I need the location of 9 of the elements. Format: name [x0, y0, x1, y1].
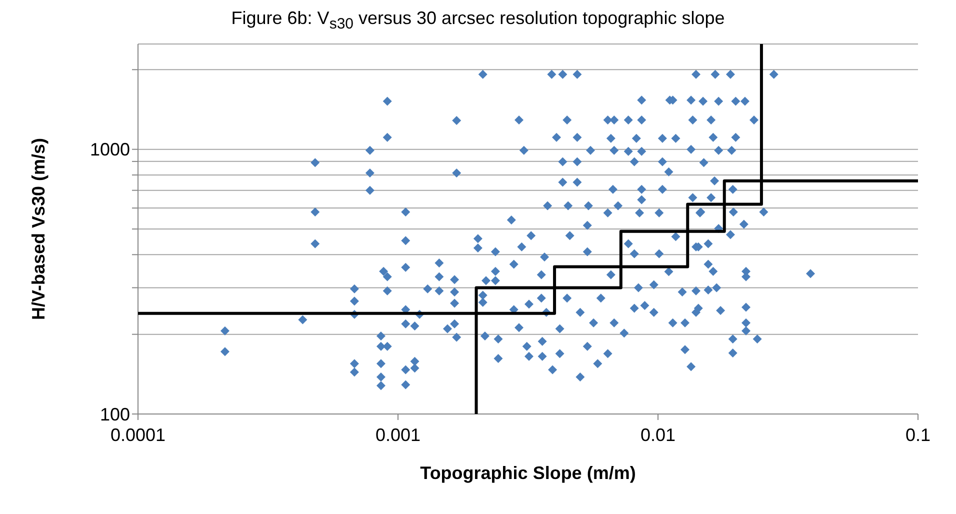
x-tick-label: 0.001 — [375, 424, 421, 445]
y-tick-label: 100 — [100, 404, 130, 424]
x-axis-title: Topographic Slope (m/m) — [420, 463, 636, 483]
chart-title: Figure 6b: V$_{s30}$ versus 30 arcsec resolution topographic slope — [230, 8, 726, 34]
y-tick-label: 1000 — [90, 140, 130, 160]
x-tick-label: 0.1 — [905, 424, 931, 445]
y-axis-title: H/V-based Vs30 (m/s) — [28, 138, 48, 320]
x-tick-label: 0.01 — [640, 424, 676, 445]
x-tick-label: 0.0001 — [110, 424, 166, 445]
